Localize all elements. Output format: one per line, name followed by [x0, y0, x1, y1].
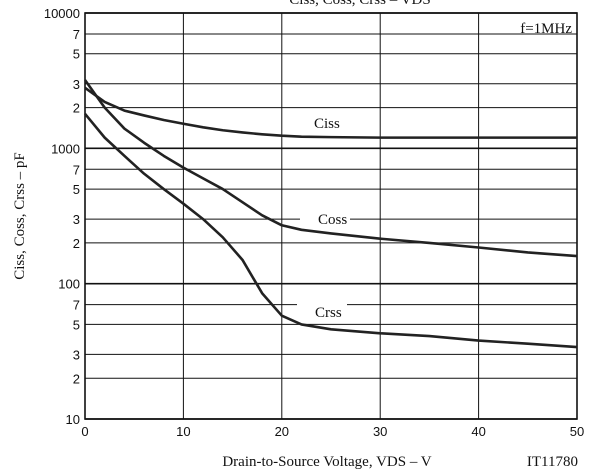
- y-tick-label: 3: [73, 347, 80, 362]
- y-tick-label: 7: [73, 27, 80, 42]
- annotation: f=1MHz: [520, 21, 572, 37]
- series-line: [83, 79, 578, 258]
- x-tick-label: 0: [81, 424, 88, 439]
- y-tick-label: 2: [73, 371, 80, 386]
- y-tick-label: 100: [58, 277, 80, 292]
- y-tick-label: 10: [66, 412, 80, 427]
- label-bg: [296, 114, 346, 132]
- y-tick-label: 10000: [44, 6, 80, 21]
- label-bg: [300, 210, 350, 228]
- y-tick-label: 5: [73, 317, 80, 332]
- series-label: Coss: [318, 212, 347, 228]
- y-tick-label: 2: [73, 101, 80, 116]
- y-tick-label: 3: [73, 77, 80, 92]
- y-tick-label: 1000: [51, 141, 80, 156]
- x-tick-label: 10: [176, 424, 190, 439]
- chart-title: Ciss, Coss, Crss – VDS: [289, 0, 430, 8]
- plot-frame: [84, 12, 578, 420]
- y-tick-label: 7: [73, 298, 80, 313]
- series-line: [84, 86, 577, 139]
- x-tick-label: 50: [570, 424, 584, 439]
- y-axis-label: Ciss, Coss, Crss – pF: [12, 152, 28, 280]
- series-label: Ciss: [314, 116, 340, 132]
- x-axis-label: Drain-to-Source Voltage, VDS – V: [222, 454, 431, 470]
- series-line: [83, 112, 578, 349]
- annotation: IT11780: [527, 454, 578, 470]
- y-tick-label: 2: [73, 236, 80, 251]
- label-bg: [297, 303, 347, 321]
- y-tick-label: 3: [73, 212, 80, 227]
- y-tick-label: 7: [73, 162, 80, 177]
- series-label: Crss: [315, 305, 342, 321]
- x-tick-label: 30: [373, 424, 387, 439]
- y-tick-label: 5: [73, 182, 80, 197]
- y-tick-label: 5: [73, 47, 80, 62]
- x-tick-label: 40: [471, 424, 485, 439]
- x-tick-label: 20: [275, 424, 289, 439]
